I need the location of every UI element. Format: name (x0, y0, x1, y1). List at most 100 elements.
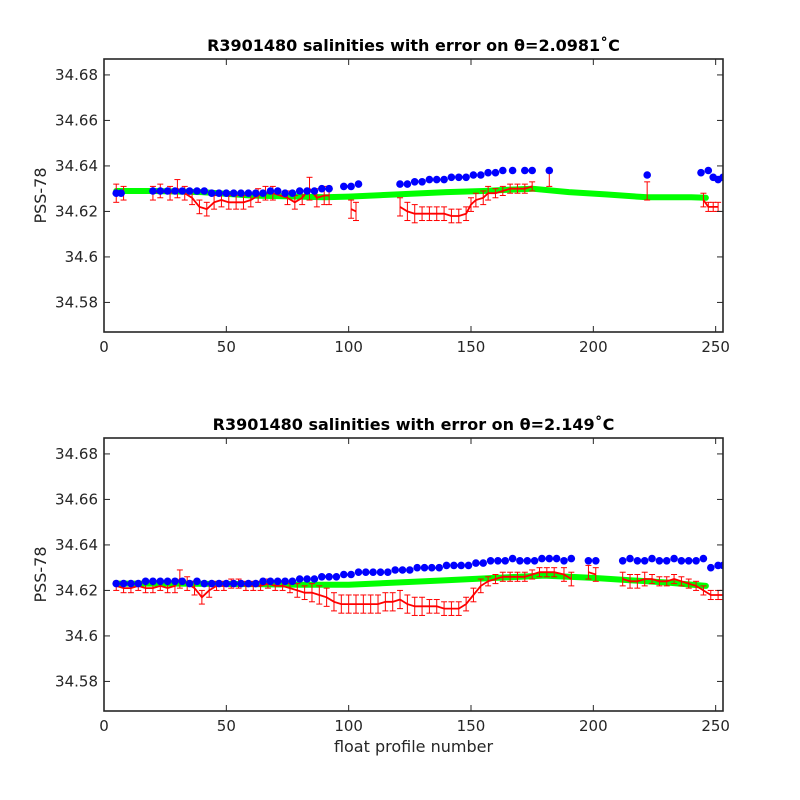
mapped-point (295, 187, 304, 195)
mapped-point (244, 579, 253, 588)
mapped-point (354, 180, 363, 188)
y-tick-label: 34.68 (55, 445, 98, 463)
mapped-point (134, 579, 143, 588)
mapped-point (494, 557, 502, 565)
data-layer (112, 166, 723, 224)
mapped-point (222, 189, 231, 197)
mapped-point (440, 175, 448, 184)
mapped-point (178, 577, 187, 586)
mapped-point (156, 577, 165, 586)
mapped-point (633, 557, 642, 565)
mapped-point (244, 189, 253, 197)
x-tick-label: 200 (579, 717, 608, 735)
chart-title: R3901480 salinities with error on θ=2.14… (213, 415, 615, 434)
mapped-point (325, 573, 333, 581)
y-tick-label: 34.6 (65, 248, 98, 266)
mapped-point (215, 189, 223, 197)
mapped-point (215, 579, 223, 588)
mapped-point (340, 570, 348, 579)
mapped-point (684, 557, 693, 565)
mapped-point (237, 189, 245, 197)
mapped-point (707, 563, 715, 572)
x-tick-label: 150 (457, 717, 486, 735)
mapped-point (530, 557, 539, 565)
mapped-point (406, 566, 414, 574)
mapped-point (640, 557, 649, 565)
mapped-point (464, 561, 473, 570)
mapped-point (508, 166, 517, 175)
mapped-point (149, 577, 157, 586)
mapped-point (310, 187, 319, 195)
mapped-point (618, 557, 627, 565)
mapped-point (354, 568, 363, 576)
mapped-point (528, 166, 536, 175)
mapped-point (491, 168, 500, 177)
mapped-point (347, 570, 355, 579)
mapped-point (670, 554, 678, 563)
mapped-point (171, 577, 179, 586)
mapped-point (432, 175, 441, 184)
mapped-point (288, 577, 297, 586)
mapped-point (447, 173, 456, 182)
mapped-point (310, 575, 319, 583)
x-tick-label: 50 (217, 338, 236, 356)
mapped-point (295, 575, 304, 583)
axes-frame (103, 58, 724, 333)
mapped-point (207, 189, 216, 197)
mapped-point (410, 178, 419, 186)
mapped-point (332, 573, 341, 581)
mapped-point (462, 173, 470, 182)
mapped-point (193, 187, 201, 195)
float-series-line (350, 208, 357, 213)
mapped-point (273, 187, 282, 195)
y-tick-label: 34.66 (55, 490, 98, 508)
chart-title: R3901480 salinities with error on θ=2.09… (207, 36, 620, 55)
x-tick-label: 200 (579, 338, 608, 356)
mapped-point (450, 561, 458, 570)
mapped-point (626, 554, 634, 563)
mapped-point (486, 557, 495, 565)
mapped-point (501, 557, 510, 565)
mapped-point (281, 577, 289, 586)
mapped-point (347, 182, 355, 191)
mapped-point (200, 187, 209, 195)
mapped-point (156, 187, 165, 195)
mapped-point (699, 554, 708, 563)
mapped-point (584, 557, 593, 565)
y-axis-label: PSS-78 (31, 546, 50, 602)
mapped-point (325, 184, 333, 193)
mapped-point (117, 189, 125, 197)
mapped-point (479, 559, 488, 567)
mapped-point (648, 554, 656, 563)
mapped-point (521, 166, 529, 175)
float-series-line (702, 199, 719, 208)
mapped-point (303, 575, 311, 583)
mapped-point (163, 577, 172, 586)
y-tick-label: 34.58 (55, 672, 98, 690)
mapped-point (259, 577, 267, 586)
y-tick-label: 34.64 (55, 157, 98, 175)
mapped-point (259, 189, 267, 197)
mapped-point (472, 559, 480, 567)
mapped-point (266, 187, 275, 195)
mapped-point (523, 557, 532, 565)
axes-frame (103, 437, 724, 712)
mapped-point (229, 579, 238, 588)
mapped-point (185, 187, 194, 195)
mapped-point (545, 554, 554, 563)
mapped-point (141, 577, 150, 586)
x-tick-label: 250 (701, 338, 730, 356)
mapped-point (112, 579, 120, 588)
mapped-point (719, 173, 723, 182)
mapped-point (127, 579, 135, 588)
mapped-point (222, 579, 231, 588)
mapped-point (376, 568, 385, 576)
mapped-point (200, 579, 209, 588)
plot-area (104, 438, 723, 711)
mapped-point (178, 187, 187, 195)
mapped-point (643, 171, 651, 179)
mapped-point (403, 180, 412, 188)
mapped-point (119, 579, 128, 588)
mapped-point (251, 189, 260, 197)
